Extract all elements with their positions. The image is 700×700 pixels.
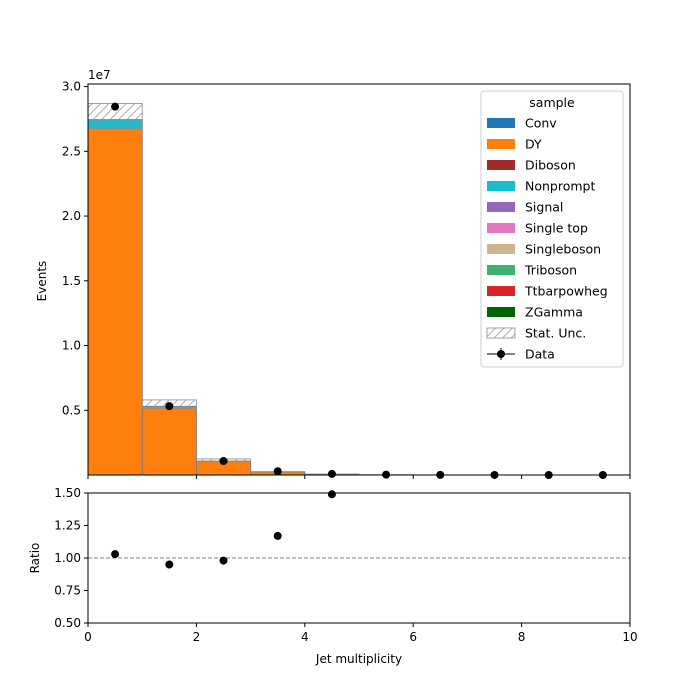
ratio-y-tick-label-4: 1.50 [54,486,81,500]
main-y-tick-label-4: 2.5 [62,144,81,158]
legend-data-marker [497,350,505,358]
legend-swatch-singleboson [487,244,515,254]
bar-dy-bin-0 [88,128,143,475]
legend-swatch-signal [487,202,515,212]
main-axes-frame [87,83,631,476]
main-y-tick-label-3: 2.0 [62,209,81,223]
ratio-point-0 [111,550,120,559]
main-panel: 0.5 1.0 1.5 2.0 2.5 3.0 1e7 Events sample Con… [35,68,631,479]
ratio-x-tick-label-2: 4 [301,630,309,644]
data-point-2 [219,457,228,466]
legend-swatch-single-top [487,223,515,233]
ratio-x-tick-label-0: 0 [84,630,92,644]
ratio-point-4 [327,490,336,499]
ratio-point-3 [273,531,282,540]
legend-title: sample [529,95,575,110]
legend-label-signal: Signal [525,200,563,215]
legend-label-nonprompt: Nonprompt [525,179,595,194]
ratio-y-axis-label: Ratio [28,543,42,574]
ratio-x-tick-label-4: 8 [518,630,526,644]
legend-swatch-zgamma [487,307,515,317]
legend-label-singleboson: Singleboson [525,242,601,257]
data-point-1 [165,402,174,411]
legend-label-conv: Conv [525,116,557,131]
ratio-point-2 [219,556,228,565]
ratio-y-tick-label-2: 1.00 [54,551,81,565]
main-y-tick-label-5: 3.0 [62,80,81,94]
legend-swatch-nonprompt [487,181,515,191]
main-y-ticks: 0.5 1.0 1.5 2.0 2.5 3.0 [62,80,88,417]
main-y-tick-label-0: 0.5 [62,403,81,417]
legend-label-stat-unc: Stat. Unc. [525,326,586,341]
legend-label-diboson: Diboson [525,158,576,173]
data-point-0 [111,102,120,111]
legend-items: Conv DY Diboson Nonprompt Signal Single top Si… [486,116,608,362]
ratio-y-tick-label-3: 1.25 [54,519,81,533]
ratio-x-tick-label-1: 2 [193,630,201,644]
main-y-tick-label-1: 1.0 [62,339,81,353]
legend-swatch-diboson [487,160,515,170]
ratio-point-1 [165,560,174,569]
legend-label-data: Data [525,347,555,362]
legend-label-ttbarpowheg: Ttbarpowheg [524,284,608,299]
bar-dy-bin-2 [196,461,251,475]
main-y-axis-label: Events [35,261,49,302]
legend-box [480,90,624,368]
data-point-4 [327,469,336,478]
legend-label-dy: DY [525,137,542,152]
ratio-y-ticks: 0.50 0.75 1.00 1.25 1.50 [54,486,88,630]
legend: sample Conv DY Diboson Nonprompt Signal Singl… [480,90,624,368]
data-point-3 [273,467,282,476]
ratio-x-tick-label-3: 6 [409,630,417,644]
legend-label-single-top: Single top [525,221,588,236]
legend-swatch-ttbarpowheg [487,286,515,296]
ratio-panel: 0.50 0.75 1.00 1.25 1.50 0 2 4 6 8 10 Ratio Jet m… [28,486,638,666]
legend-swatch-conv [487,118,515,128]
legend-swatch-triboson [487,265,515,275]
x-axis-label: Jet multiplicity [315,652,402,666]
main-x-ticks [87,475,631,479]
ratio-x-tick-label-5: 10 [622,630,637,644]
y-offset-label: 1e7 [88,68,111,82]
ratio-x-ticks: 0 2 4 6 8 10 [84,623,638,644]
ratio-y-tick-label-1: 0.75 [54,584,81,598]
ratio-y-tick-label-0: 0.50 [54,616,81,630]
legend-label-zgamma: ZGamma [525,305,583,320]
ratio-points [111,490,336,569]
bar-dy-bin-1 [142,407,197,475]
legend-swatch-stat-unc [486,327,516,339]
legend-swatch-dy [487,139,515,149]
legend-label-triboson: Triboson [524,263,577,278]
main-y-tick-label-2: 1.5 [62,274,81,288]
